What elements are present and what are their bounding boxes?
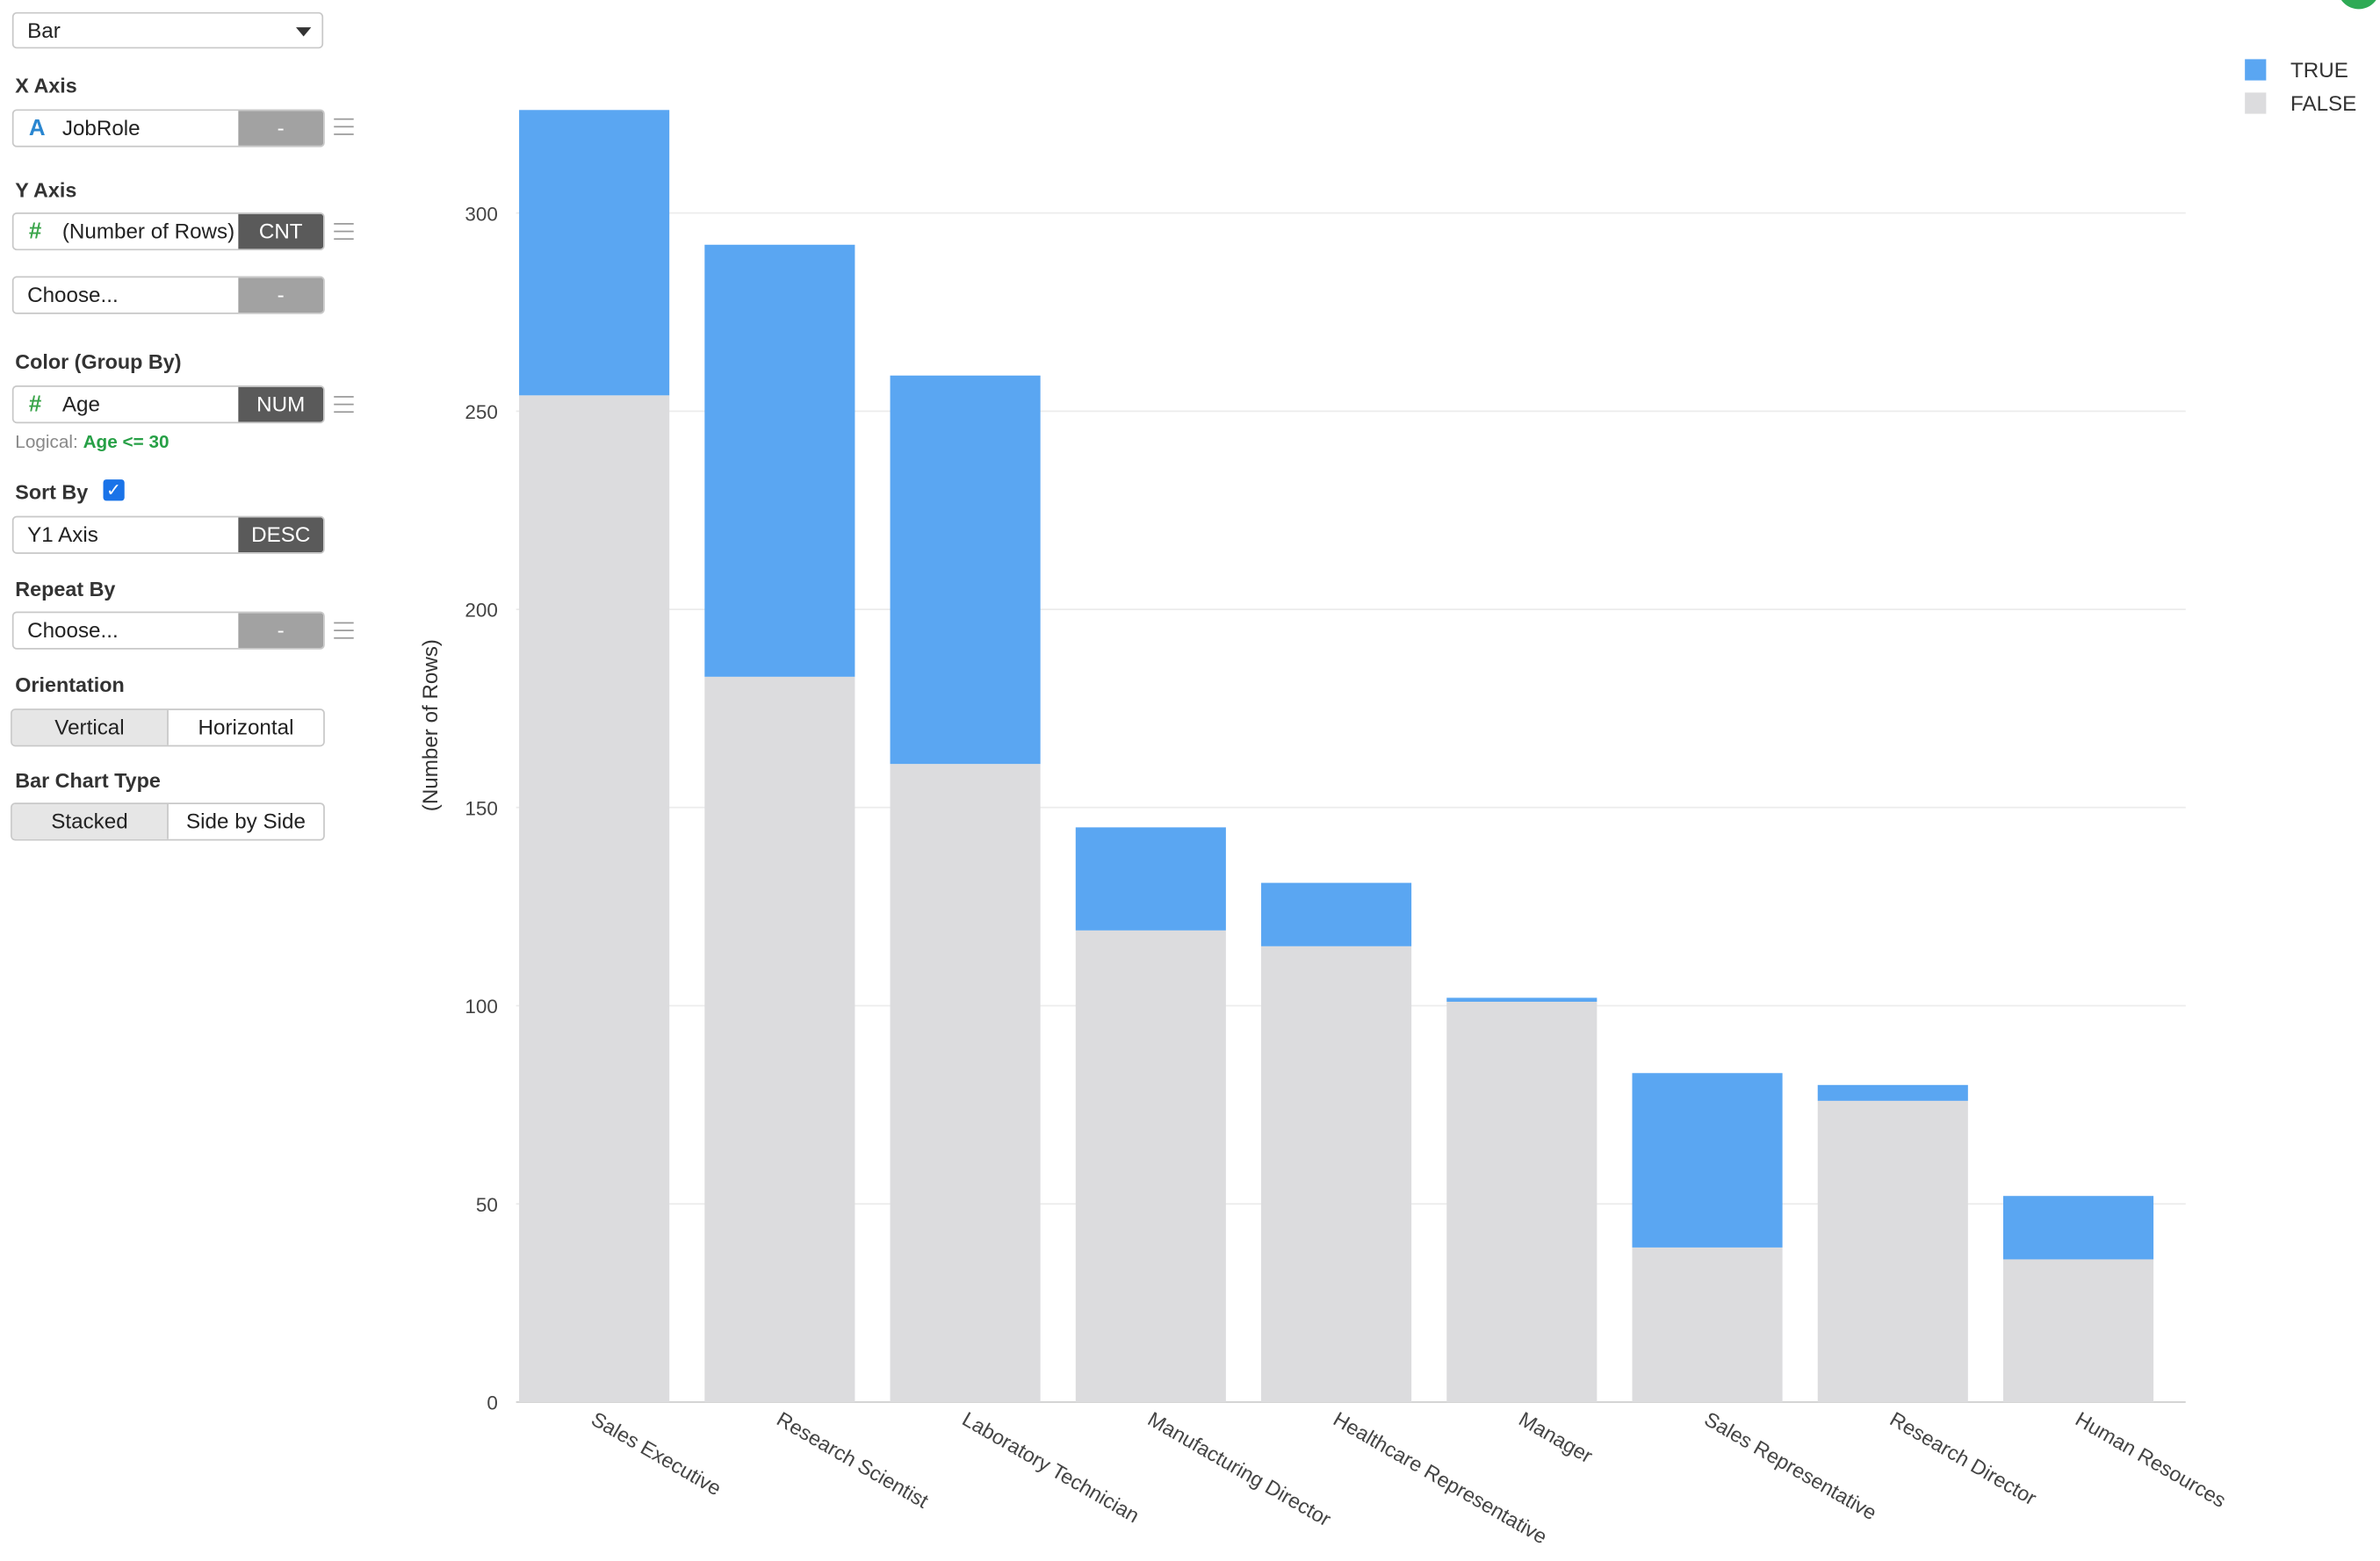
sort-column: Y1 Axis (27, 522, 98, 547)
y-axis-second-field[interactable]: Choose... - (11, 276, 325, 314)
number-type-icon: # (28, 218, 42, 245)
y-tick-label: 100 (465, 996, 497, 1018)
bar-false (704, 676, 855, 1402)
logical-value[interactable]: Age <= 30 (83, 430, 169, 453)
sort-by-label: Sort By (15, 480, 89, 504)
x-tick-label: Research Director (1886, 1407, 2041, 1510)
bar-false (1446, 1002, 1597, 1402)
bar-true (704, 244, 855, 677)
bar-true (1632, 1073, 1783, 1248)
legend-label-false: FALSE (2290, 92, 2356, 116)
orientation-vertical-button[interactable]: Vertical (11, 709, 169, 745)
chart-type-select[interactable]: Bar (11, 11, 324, 49)
legend-label-true: TRUE (2290, 59, 2348, 83)
bar-type-side-by-side-button[interactable]: Side by Side (186, 809, 306, 833)
repeat-field[interactable]: Choose... - (11, 611, 325, 650)
repeat-menu-icon[interactable] (334, 622, 354, 639)
logical-condition: Logical: Age <= 30 (15, 431, 169, 452)
logical-prefix: Logical: (15, 430, 78, 453)
chevron-down-icon (296, 27, 312, 37)
orientation-toggle: Vertical Horizontal (11, 709, 325, 747)
y-axis-second-placeholder: Choose... (27, 282, 119, 307)
color-menu-icon[interactable] (334, 396, 354, 414)
x-tick-label: Research Scientist (773, 1407, 933, 1513)
repeat-button[interactable]: - (238, 613, 324, 648)
x-tick-label: Laboratory Technician (958, 1407, 1143, 1527)
bar-true (1261, 882, 1412, 946)
y-axis-second-button[interactable]: - (238, 277, 324, 313)
bar-true (1817, 1084, 1968, 1101)
bar-true (890, 375, 1041, 765)
y-tick-label: 150 (465, 797, 497, 819)
x-tick-label: Manager (1515, 1407, 1597, 1468)
bar-false (1632, 1247, 1783, 1402)
color-field[interactable]: # Age NUM (11, 385, 325, 424)
y-axis-menu-icon[interactable] (334, 223, 354, 241)
bar-true (1075, 827, 1226, 931)
chart-settings-sidebar: Bar X Axis A JobRole - Y Axis # (Number … (0, 0, 379, 1558)
orientation-horizontal-button[interactable]: Horizontal (198, 715, 294, 739)
y-tick-label: 50 (476, 1194, 498, 1216)
x-axis-menu-icon[interactable] (334, 118, 354, 135)
x-axis-aggregate-button[interactable]: - (238, 111, 324, 146)
bar-false (1817, 1100, 1968, 1402)
legend-swatch-false (2245, 92, 2267, 114)
y-tick-label: 0 (487, 1392, 498, 1414)
x-tick-label: Human Resources (2072, 1407, 2230, 1512)
status-dot (2337, 0, 2380, 10)
color-type-button[interactable]: NUM (238, 386, 324, 422)
bar-type-toggle: Stacked Side by Side (11, 802, 325, 841)
bar-type-stacked-button[interactable]: Stacked (11, 803, 169, 839)
y-tick-label: 300 (465, 203, 497, 225)
repeat-by-label: Repeat By (15, 578, 116, 601)
bar-false (1261, 946, 1412, 1402)
bar-true (2002, 1196, 2154, 1260)
x-axis-label: X Axis (15, 74, 77, 97)
orientation-label: Orientation (15, 673, 125, 697)
color-column: Age (61, 391, 100, 416)
legend-swatch-true (2245, 59, 2267, 81)
bar-false (519, 395, 670, 1402)
sort-by-checkbox[interactable]: ✓ (103, 479, 125, 501)
bar-false (890, 764, 1041, 1402)
y-axis-column: (Number of Rows) (61, 218, 235, 243)
x-axis-field[interactable]: A JobRole - (11, 109, 325, 147)
sort-direction-button[interactable]: DESC (238, 517, 324, 553)
y-axis-label: Y Axis (15, 178, 77, 202)
bar-chart-type-label: Bar Chart Type (15, 769, 161, 793)
bar-false (2002, 1259, 2154, 1402)
y-tick-label: 250 (465, 401, 497, 423)
bar-true (519, 110, 670, 396)
color-group-label: Color (Group By) (15, 350, 182, 374)
bar-true (1446, 997, 1597, 1003)
repeat-placeholder: Choose... (27, 617, 119, 643)
y-axis-aggregate-button[interactable]: CNT (238, 213, 324, 249)
x-tick-label: Sales Executive (588, 1407, 725, 1500)
y-axis-title: (Number of Rows) (419, 639, 443, 811)
x-tick-label: Sales Representative (1700, 1407, 1880, 1524)
stacked-bar-chart: 0 50 100 150 200 250 300 (Number of Rows) Sales … (419, 59, 2357, 1548)
x-axis-column: JobRole (61, 115, 141, 140)
x-tick-label: Manufacturing Director (1144, 1407, 1336, 1531)
y-axis-field[interactable]: # (Number of Rows) CNT (11, 212, 325, 251)
number-type-icon: # (28, 391, 42, 418)
bar-false (1075, 930, 1226, 1402)
text-type-icon: A (28, 115, 46, 141)
chart-type-value: Bar (27, 18, 61, 43)
sort-field[interactable]: Y1 Axis DESC (11, 515, 325, 554)
y-tick-label: 200 (465, 600, 497, 622)
